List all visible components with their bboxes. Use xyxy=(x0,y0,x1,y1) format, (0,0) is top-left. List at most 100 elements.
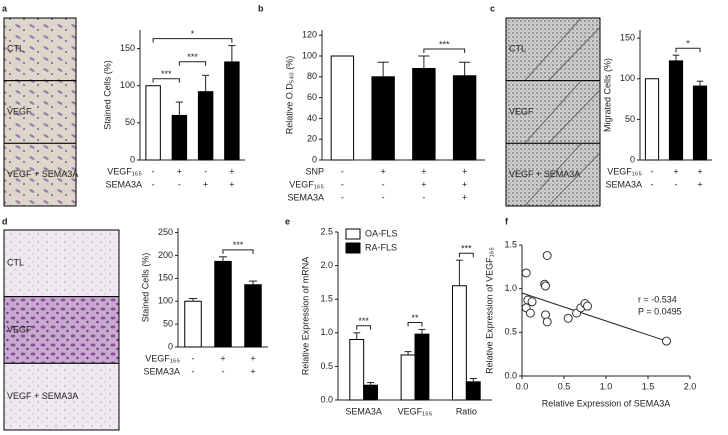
y-axis-label: Stained Cells (%) xyxy=(102,60,112,130)
significance-label: * xyxy=(191,29,195,39)
condition-mark: - xyxy=(341,179,344,189)
legend-swatch xyxy=(345,228,361,240)
panel-label: c xyxy=(490,3,495,13)
image-label: VEGF xyxy=(7,324,32,334)
condition-name: VEGF₁₆₅ xyxy=(107,166,142,176)
scratch-edge xyxy=(524,17,601,81)
data-point xyxy=(542,250,552,260)
y-tick-label: 40 xyxy=(307,113,317,123)
y-tick-label: 0 xyxy=(630,154,635,164)
y-tick-label: 150 xyxy=(158,273,173,283)
condition-mark: - xyxy=(192,353,195,363)
condition-mark: + xyxy=(250,366,255,376)
y-tick-label: 100 xyxy=(302,50,317,60)
y-tick-label: 120 xyxy=(302,30,317,40)
y-tick-label: 0 xyxy=(168,341,173,351)
x-tick-label: 1.5 xyxy=(642,381,655,391)
image-label: VEGF + SEMA3A xyxy=(509,169,580,179)
condition-mark: + xyxy=(697,166,702,176)
y-tick-label: 80 xyxy=(307,71,317,81)
panel-label: d xyxy=(2,216,8,226)
legend-swatch xyxy=(345,242,361,254)
micrograph xyxy=(3,142,77,207)
condition-mark: - xyxy=(382,192,385,202)
condition-mark: + xyxy=(177,166,182,176)
condition-name: SEMA3A xyxy=(605,179,642,189)
condition-mark: + xyxy=(250,353,255,363)
condition-name: SNP xyxy=(305,166,324,176)
y-tick-label: 1.0 xyxy=(320,327,333,337)
significance-bracket xyxy=(222,249,254,254)
bar xyxy=(330,55,355,161)
condition-mark: + xyxy=(673,166,678,176)
y-tick-label: 1.5 xyxy=(504,239,517,249)
y-tick-label: 50 xyxy=(125,117,135,127)
legend-label: RA-FLS xyxy=(365,242,397,252)
y-tick-label: 1.0 xyxy=(504,283,517,293)
condition-name: VEGF₁₆₅ xyxy=(607,166,642,176)
data-point xyxy=(525,308,535,318)
condition-mark: - xyxy=(422,192,425,202)
bar xyxy=(224,61,240,161)
condition-mark: - xyxy=(204,166,207,176)
bar xyxy=(363,384,379,401)
legend-label: OA-FLS xyxy=(365,228,398,238)
y-axis-label: Relative Expression of mRNA xyxy=(300,257,310,376)
significance-bracket xyxy=(356,325,372,330)
bar xyxy=(171,114,188,161)
condition-mark: + xyxy=(462,179,467,189)
data-point xyxy=(521,268,531,278)
bar xyxy=(244,284,262,348)
image-label: CTL xyxy=(509,44,526,54)
condition-mark: - xyxy=(675,179,678,189)
condition-mark: + xyxy=(462,166,467,176)
y-tick-label: 0 xyxy=(312,154,317,164)
bar xyxy=(452,75,477,161)
bar xyxy=(644,78,660,161)
image-label: VEGF xyxy=(509,106,534,116)
y-axis-label: Relative Expression of VEGF₁₆₅ xyxy=(484,247,494,374)
y-tick-label: 0.0 xyxy=(320,394,333,404)
y-tick-label: 100 xyxy=(120,80,135,90)
bar xyxy=(371,76,395,161)
y-axis-label: Migrated Cells (%) xyxy=(602,58,612,132)
y-axis-label: Stained Cells (%) xyxy=(140,253,150,323)
annotation: r = -0.534 xyxy=(638,294,677,304)
y-tick-label: 1.5 xyxy=(320,294,333,304)
panel-label: a xyxy=(2,3,8,13)
panel-label: e xyxy=(285,216,290,226)
bar xyxy=(414,333,430,401)
condition-mark: - xyxy=(152,166,155,176)
image-label: VEGF + SEMA3A xyxy=(7,391,78,401)
data-point xyxy=(541,281,551,291)
significance-label: *** xyxy=(161,69,172,79)
condition-mark: + xyxy=(229,166,234,176)
data-point xyxy=(563,313,573,323)
micrograph xyxy=(3,229,120,298)
panel-label: f xyxy=(505,216,509,226)
data-point xyxy=(527,297,537,307)
bar xyxy=(465,381,481,401)
condition-mark: + xyxy=(203,179,208,189)
y-tick-label: 0.0 xyxy=(504,370,517,380)
significance-bracket xyxy=(407,321,423,327)
micrograph xyxy=(3,296,120,364)
significance-bracket xyxy=(423,48,466,53)
data-point xyxy=(583,301,593,311)
condition-mark: + xyxy=(380,166,385,176)
y-tick-label: 20 xyxy=(307,134,317,144)
significance-bracket xyxy=(178,61,207,66)
significance-label: ** xyxy=(411,313,419,323)
scratch-edge xyxy=(524,143,601,207)
significance-label: *** xyxy=(187,52,198,62)
significance-bracket xyxy=(675,47,701,53)
condition-name: SEMA3A xyxy=(105,179,142,189)
y-tick-label: 0.5 xyxy=(504,327,517,337)
y-tick-label: 150 xyxy=(120,43,135,53)
condition-name: VEGF₁₆₅ xyxy=(145,353,180,363)
panel-label: b xyxy=(258,3,264,13)
condition-mark: - xyxy=(192,366,195,376)
micrograph xyxy=(3,80,77,144)
